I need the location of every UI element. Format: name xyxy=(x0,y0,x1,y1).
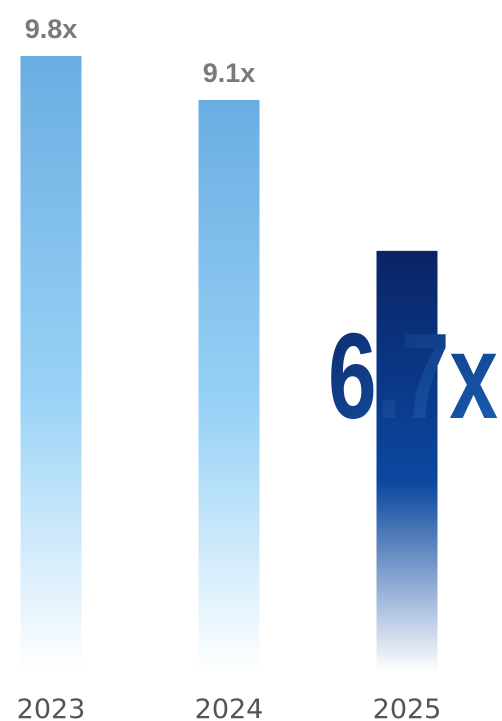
bar-2025 xyxy=(376,250,438,672)
bar-2024 xyxy=(198,100,260,672)
value-label-2023: 9.8x xyxy=(25,14,78,44)
value-label-2025: 6.7x xyxy=(328,308,498,444)
x-tick-2024: 2024 xyxy=(195,694,264,721)
bar-2023 xyxy=(20,56,82,672)
x-tick-2025: 2025 xyxy=(373,694,442,721)
x-tick-2023: 2023 xyxy=(17,694,86,721)
value-label-2024: 9.1x xyxy=(203,58,256,88)
